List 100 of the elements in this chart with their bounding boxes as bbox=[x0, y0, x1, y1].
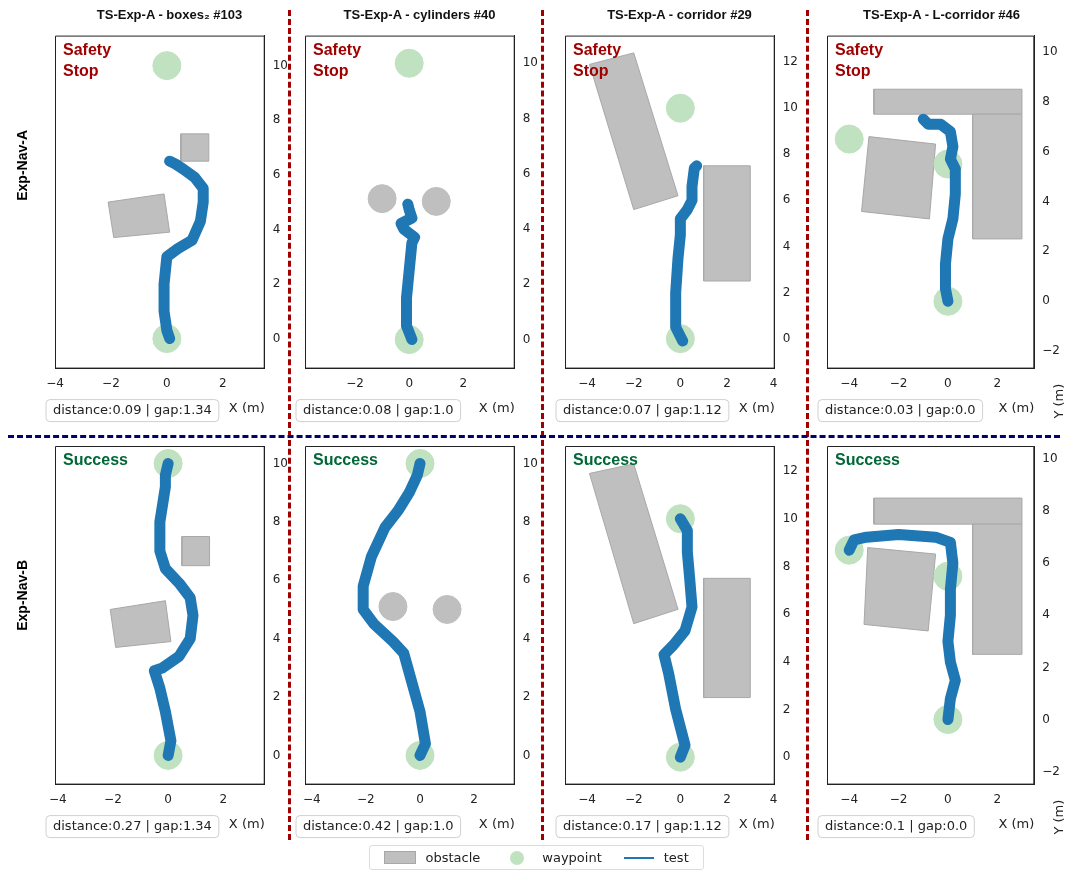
text: distance:0.1 | gap:0.0 bbox=[825, 817, 968, 833]
chart-title: TS-Exp-A - L-corridor #46 bbox=[863, 7, 1020, 23]
y-tick-label: 8 bbox=[1042, 93, 1050, 108]
text: distance:0.27 | gap:1.34 bbox=[53, 817, 212, 833]
y-tick-label: 0 bbox=[522, 331, 531, 346]
annotation: Success bbox=[313, 451, 379, 469]
y-tick-label: 6 bbox=[272, 166, 281, 181]
y-tick-label: 8 bbox=[522, 110, 531, 125]
y-axis-title: Y (m) bbox=[1051, 383, 1067, 420]
y-tick-label: 2 bbox=[782, 284, 791, 299]
x-tick-label: −4 bbox=[578, 375, 596, 390]
y-tick-label: 10 bbox=[522, 55, 539, 70]
point bbox=[394, 48, 424, 78]
y-tick-label: 10 bbox=[522, 455, 539, 470]
y-tick-label: 6 bbox=[782, 192, 791, 207]
x-tick-label: 0 bbox=[676, 375, 685, 390]
y-tick-label: 2 bbox=[522, 689, 531, 704]
text: distance:0.08 | gap:1.0 bbox=[303, 401, 454, 417]
annotation: Success bbox=[63, 451, 129, 469]
x-tick-label: 2 bbox=[470, 791, 478, 806]
y-tick-label: 10 bbox=[272, 57, 289, 72]
y-tick-label: 2 bbox=[272, 276, 281, 291]
point bbox=[432, 594, 462, 624]
y-tick-label: 10 bbox=[272, 455, 289, 470]
point bbox=[367, 184, 397, 214]
y-tick-label: 4 bbox=[522, 221, 531, 236]
x-tick-label: −4 bbox=[46, 375, 64, 390]
chart-title: TS-Exp-A - cylinders #40 bbox=[343, 7, 496, 23]
y-tick-label: 6 bbox=[522, 165, 531, 180]
y-tick-label: 2 bbox=[522, 276, 531, 291]
y-tick-label: 4 bbox=[272, 630, 281, 645]
y-tick-label: 2 bbox=[272, 689, 281, 704]
point bbox=[834, 124, 864, 154]
text: Exp-Nav-A bbox=[14, 130, 30, 201]
x-tick-label: 2 bbox=[723, 791, 731, 806]
y-tick-label: −2 bbox=[1042, 763, 1061, 778]
x-tick-label: −2 bbox=[889, 791, 908, 806]
y-tick-label: 4 bbox=[782, 653, 791, 668]
y-tick-label: 6 bbox=[782, 606, 791, 621]
x-axis-title: X (m) bbox=[738, 816, 775, 832]
y-tick-label: 6 bbox=[272, 572, 281, 587]
x-axis-title: X (m) bbox=[478, 400, 515, 416]
x-tick-label: −2 bbox=[102, 375, 120, 390]
chart-title: TS-Exp-A - boxes₂ #103 bbox=[96, 7, 243, 23]
y-tick-label: 8 bbox=[272, 112, 281, 127]
annotation: Safety Stop bbox=[573, 41, 622, 80]
legend-label: test bbox=[663, 850, 689, 865]
annotation: Safety Stop bbox=[313, 41, 362, 80]
y-tick-label: 2 bbox=[1042, 659, 1050, 674]
x-tick-label: 0 bbox=[163, 375, 171, 390]
x-tick-label: 0 bbox=[416, 791, 424, 806]
x-tick-label: 0 bbox=[164, 791, 172, 806]
y-tick-label: 8 bbox=[522, 514, 531, 529]
x-tick-label: 2 bbox=[993, 375, 1002, 390]
text: distance:0.07 | gap:1.12 bbox=[563, 401, 722, 417]
text: distance:0.09 | gap:1.34 bbox=[53, 401, 212, 417]
x-tick-label: 0 bbox=[944, 375, 952, 390]
text: distance:0.17 | gap:1.12 bbox=[563, 817, 722, 833]
y-tick-label: 6 bbox=[1042, 143, 1050, 158]
x-tick-label: −4 bbox=[48, 791, 67, 806]
y-tick-label: 2 bbox=[782, 701, 791, 716]
y-tick-label: 4 bbox=[1042, 193, 1050, 208]
y-tick-label: 4 bbox=[522, 630, 531, 645]
annotation: Safety Stop bbox=[835, 41, 884, 80]
text: distance:0.03 | gap:0.0 bbox=[825, 401, 976, 417]
y-tick-label: 12 bbox=[782, 54, 799, 69]
text: distance:0.42 | gap:1.0 bbox=[303, 817, 454, 833]
x-tick-label: −4 bbox=[578, 791, 596, 806]
x-tick-label: 0 bbox=[405, 375, 414, 390]
y-tick-label: 2 bbox=[1042, 243, 1050, 258]
y-axis-title: Y (m) bbox=[1051, 799, 1067, 836]
x-tick-label: −2 bbox=[357, 791, 375, 806]
y-tick-label: 0 bbox=[782, 330, 791, 345]
y-tick-label: 4 bbox=[1042, 607, 1050, 622]
y-tick-label: 8 bbox=[272, 514, 281, 529]
legend-label: obstacle bbox=[425, 850, 481, 865]
point bbox=[421, 186, 451, 216]
x-tick-label: 0 bbox=[944, 791, 952, 806]
x-tick-label: −4 bbox=[302, 791, 321, 806]
y-tick-label: 0 bbox=[1042, 711, 1050, 726]
y-tick-label: 6 bbox=[1042, 555, 1050, 570]
y-tick-label: 0 bbox=[272, 747, 281, 762]
y-tick-label: 10 bbox=[782, 510, 799, 525]
x-tick-label: −2 bbox=[104, 791, 122, 806]
x-axis-title: X (m) bbox=[738, 400, 775, 416]
y-tick-label: 0 bbox=[1042, 293, 1050, 308]
y-tick-label: 10 bbox=[782, 100, 799, 115]
x-tick-label: −2 bbox=[346, 375, 364, 390]
y-tick-label: 0 bbox=[522, 747, 531, 762]
annotation: Safety Stop bbox=[63, 41, 112, 80]
point bbox=[378, 592, 408, 622]
y-tick-label: 8 bbox=[1042, 503, 1050, 518]
x-axis-title: X (m) bbox=[228, 400, 265, 416]
annotation: Success bbox=[835, 451, 901, 469]
x-tick-label: −4 bbox=[840, 791, 859, 806]
x-axis-title: X (m) bbox=[228, 816, 265, 832]
x-tick-label: −2 bbox=[889, 375, 908, 390]
y-tick-label: −2 bbox=[1042, 343, 1061, 358]
x-tick-label: −4 bbox=[840, 375, 859, 390]
y-tick-label: 0 bbox=[272, 330, 281, 345]
